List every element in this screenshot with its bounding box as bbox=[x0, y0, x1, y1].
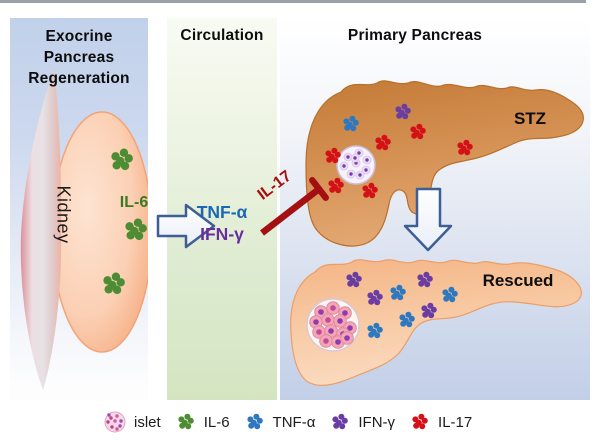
exocrine-title-line1: Exocrine Pancreas bbox=[43, 28, 115, 66]
exocrine-panel-title: Exocrine Pancreas Regeneration bbox=[10, 26, 148, 89]
top-border-line bbox=[0, 0, 586, 3]
tnfa-cluster-icon bbox=[246, 413, 263, 430]
flow-arrow-down bbox=[403, 187, 453, 252]
tnfa-cytokine-label: TNF-α bbox=[196, 202, 248, 222]
rescued-islet-cells bbox=[309, 301, 357, 349]
exocrine-title-line2: Regeneration bbox=[28, 70, 130, 87]
circulation-panel-title: Circulation bbox=[180, 27, 264, 44]
ifng-cytokine-label: IFN-γ bbox=[200, 224, 244, 244]
legend-item-il6: IL-6 bbox=[174, 410, 230, 434]
il6-cluster-icon bbox=[178, 413, 194, 430]
legend-item-islet: islet bbox=[102, 409, 161, 435]
il6-cytokine-label: IL-6 bbox=[119, 194, 149, 211]
kidney-organ-label: Kidney bbox=[53, 185, 74, 244]
stz-islet-cells bbox=[339, 148, 372, 180]
legend-item-il17: IL-17 bbox=[408, 410, 472, 434]
legend-label-il6: IL-6 bbox=[203, 413, 230, 431]
legend: islet IL-6 TNF-α IFN-γ IL-17 bbox=[102, 406, 472, 438]
legend-label-ifng: IFN-γ bbox=[358, 413, 396, 431]
ifng-cluster-icon bbox=[332, 413, 349, 430]
cytokine-clusters-layer bbox=[103, 103, 473, 339]
legend-item-tnfa: TNF-α bbox=[243, 410, 316, 434]
islet-icon bbox=[104, 411, 126, 433]
legend-label-tnfa: TNF-α bbox=[272, 413, 316, 431]
legend-label-il17: IL-17 bbox=[438, 413, 473, 431]
stz-pancreas-shape bbox=[305, 80, 584, 247]
legend-item-ifng: IFN-γ bbox=[328, 410, 395, 434]
primary-panel-title: Primary Pancreas bbox=[347, 27, 483, 44]
flow-arrow-right bbox=[156, 203, 216, 249]
il17-cluster-icon bbox=[412, 413, 428, 430]
rescued-pancreas-shape bbox=[290, 259, 582, 386]
kidney-cortex-shape bbox=[20, 68, 62, 390]
stz-state-label: STZ bbox=[513, 109, 547, 128]
kidney-illustration bbox=[20, 68, 148, 390]
il17-inhibition-arrow bbox=[260, 177, 329, 236]
legend-label-islet: islet bbox=[134, 413, 161, 431]
rescued-state-label: Rescued bbox=[482, 271, 554, 290]
